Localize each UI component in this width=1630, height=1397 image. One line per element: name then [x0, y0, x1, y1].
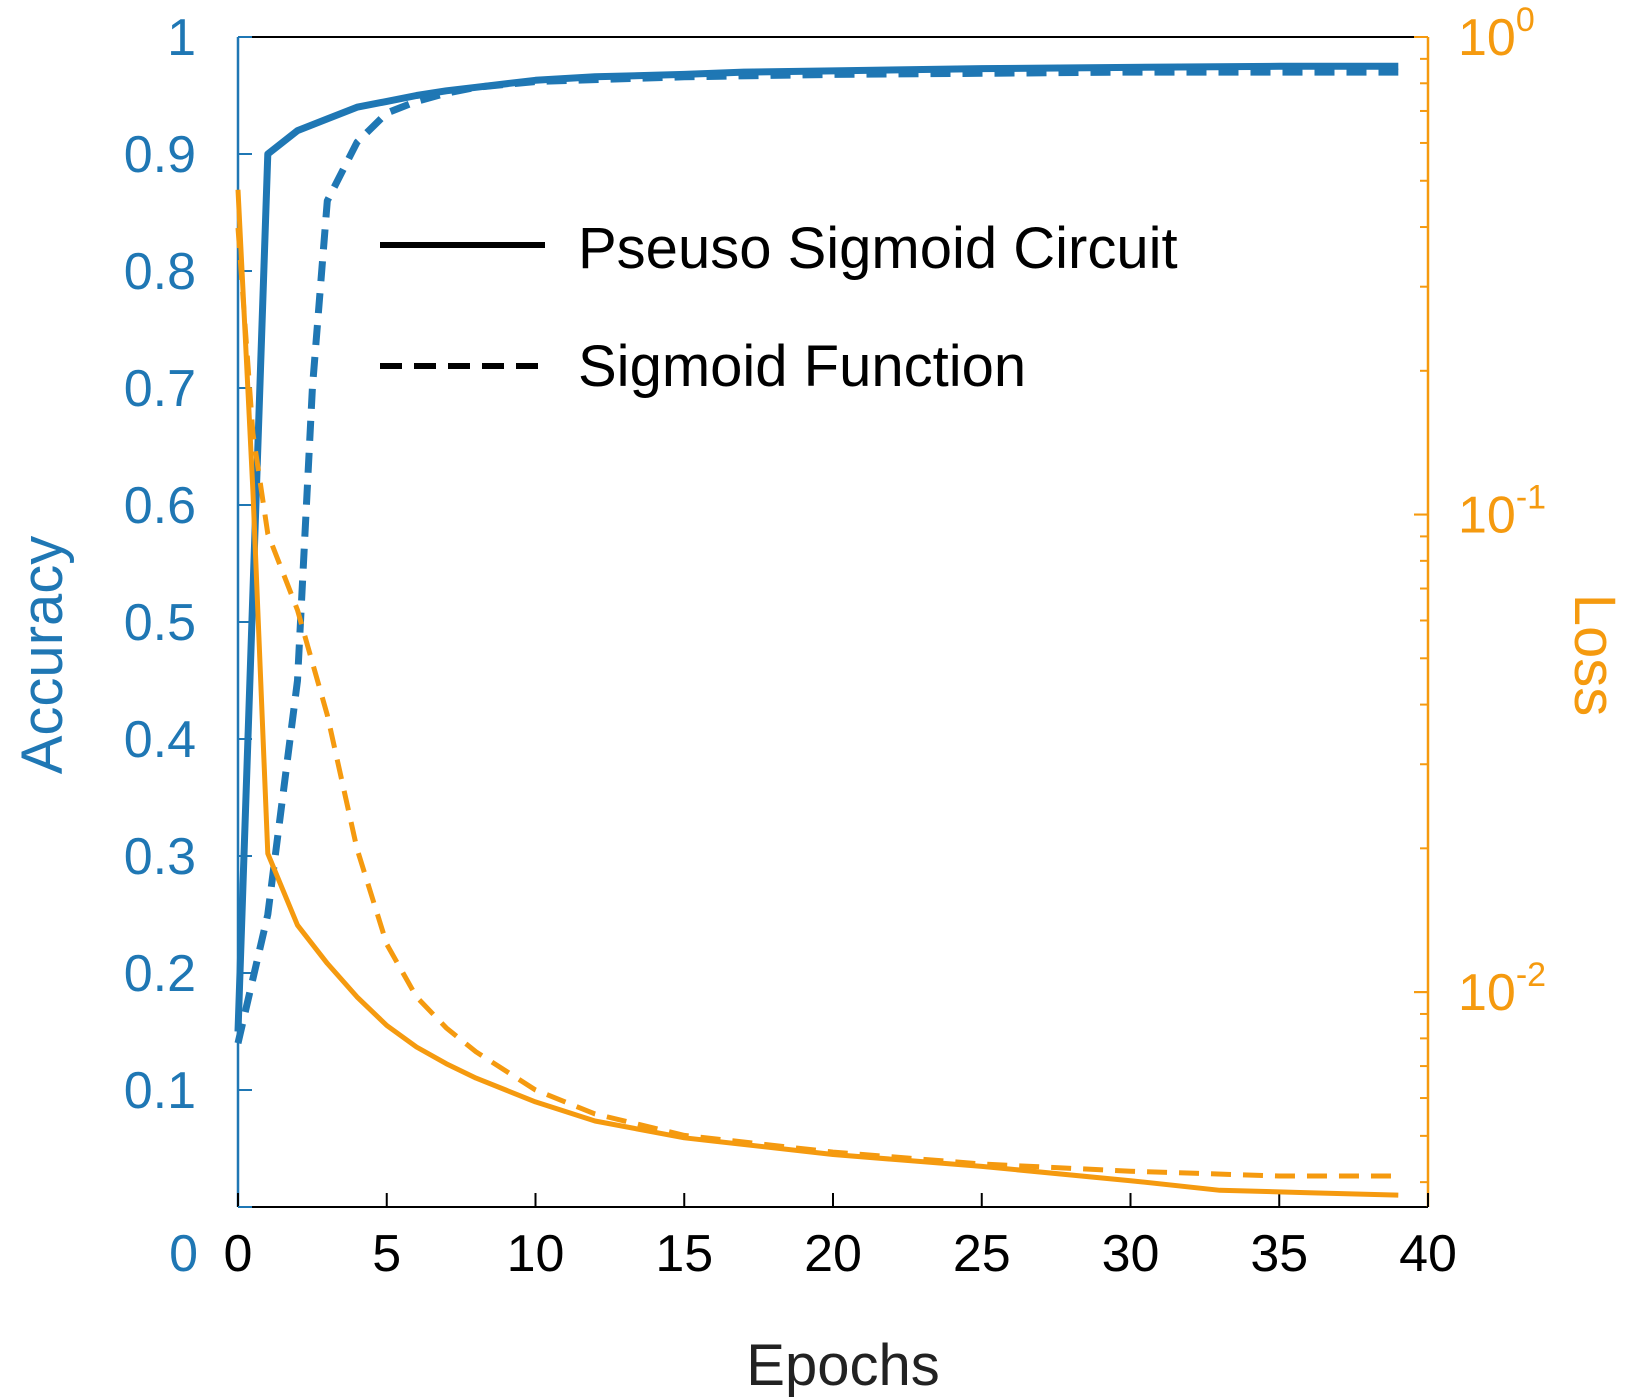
right-y-axis-title: Loss — [1562, 594, 1627, 717]
legend: Pseuso Sigmoid Circuit Sigmoid Function — [380, 216, 1178, 399]
series-layer — [234, 62, 1399, 1198]
legend-label-sigmoid-function: Sigmoid Function — [578, 334, 1026, 399]
x-tick-label: 5 — [372, 1225, 401, 1283]
left-y-tick-label: 0.3 — [124, 828, 196, 886]
left-y-axis-title: Accuracy — [10, 536, 75, 775]
left-y-tick-label: 0.6 — [124, 477, 196, 535]
left-y-tick-label: 1 — [167, 9, 196, 67]
right-y-axis-ticks: 100 10-1 10-2 — [1414, 1, 1546, 1184]
x-tick-label: 40 — [1399, 1225, 1457, 1283]
x-axis-ticks: 0 5 10 15 20 25 30 35 40 — [224, 1193, 1457, 1283]
left-y-tick-label: 0.8 — [124, 243, 196, 301]
left-y-tick-label: 0.5 — [124, 594, 196, 652]
x-tick-label: 15 — [655, 1225, 713, 1283]
x-tick-label: 30 — [1102, 1225, 1160, 1283]
left-y-tick-label: 0 — [169, 1225, 198, 1283]
left-y-tick-label: 0.2 — [124, 945, 196, 1003]
left-y-tick-label: 0.1 — [124, 1062, 196, 1120]
left-y-tick-label: 0.7 — [124, 360, 196, 418]
right-y-tick-label: 100 — [1458, 1, 1535, 67]
x-tick-label: 20 — [804, 1225, 862, 1283]
legend-label-pseuso-sigmoid-circuit: Pseuso Sigmoid Circuit — [578, 216, 1178, 281]
right-y-tick-label: 10-2 — [1458, 956, 1546, 1022]
x-tick-label: 35 — [1250, 1225, 1308, 1283]
series-line-loss-pseuso-sigmoid-circuit — [235, 189, 1399, 1198]
series-line-accuracy-sigmoid-function — [234, 68, 1399, 1044]
series-line-loss-sigmoid-function — [235, 227, 1399, 1179]
series-line-accuracy-pseuso-sigmoid-circuit — [234, 62, 1399, 1032]
x-tick-label: 0 — [224, 1225, 253, 1283]
x-tick-label: 25 — [953, 1225, 1011, 1283]
x-axis-title: Epochs — [746, 1333, 939, 1397]
left-y-tick-label: 0.9 — [124, 126, 196, 184]
left-y-tick-label: 0.4 — [124, 711, 196, 769]
right-y-tick-label: 10-1 — [1458, 479, 1546, 545]
x-tick-label: 10 — [507, 1225, 565, 1283]
left-y-axis-ticks: 0 0.1 0.2 0.3 0.4 0.5 0.6 0.7 0.8 0.9 1 — [124, 9, 252, 1283]
